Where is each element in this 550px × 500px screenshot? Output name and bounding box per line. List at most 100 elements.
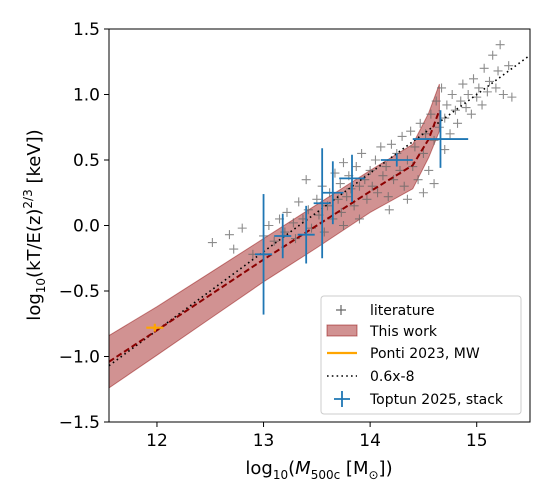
literature-point — [456, 96, 466, 106]
y-tick-label: −0.5 — [59, 282, 100, 302]
literature-point — [386, 139, 396, 149]
legend-label-this-work: This work — [369, 324, 438, 340]
y-tick-label: 1.5 — [73, 20, 100, 40]
y-axis-label: log10(kT/E(z)2/3 [keV]) — [21, 129, 48, 320]
literature-point — [424, 165, 434, 175]
literature-point — [373, 188, 383, 198]
literature-point — [354, 181, 364, 191]
literature-point — [440, 113, 450, 123]
this-work-median — [109, 109, 441, 363]
literature-point — [365, 165, 375, 175]
legend-entry-this-work: This work — [326, 324, 438, 340]
literature-point — [269, 236, 279, 246]
literature-point — [474, 83, 484, 93]
literature-point — [440, 145, 450, 155]
literature-point — [351, 162, 361, 172]
literature-point — [445, 129, 455, 139]
toptun-point — [255, 194, 273, 315]
literature-point — [291, 234, 301, 244]
toptun-point — [339, 154, 365, 202]
literature-point — [357, 148, 367, 158]
toptun-point — [380, 153, 413, 167]
literature-point — [429, 179, 439, 189]
x-tick-label: 12 — [146, 431, 168, 451]
legend-entry-ponti: Ponti 2023, MW — [327, 346, 480, 362]
literature-point — [333, 194, 343, 204]
toptun-stack — [255, 110, 469, 315]
literature-point — [431, 96, 441, 106]
literature-point — [458, 79, 468, 89]
literature-point — [493, 66, 503, 76]
literature-point — [461, 103, 471, 113]
literature-point — [381, 162, 391, 172]
legend-entry-literature: literature — [336, 303, 435, 319]
y-tick-label: −1.0 — [59, 348, 100, 368]
legend-label-relation: 0.6x-8 — [370, 369, 415, 385]
literature-point — [415, 118, 425, 128]
literature-point — [507, 92, 517, 102]
literature-point — [354, 214, 364, 224]
literature-point — [378, 171, 388, 181]
x-tick-label: 13 — [253, 431, 275, 451]
literature-point — [410, 142, 420, 152]
literature-point — [237, 223, 247, 233]
toptun-point — [274, 213, 292, 259]
literature-point — [335, 179, 345, 189]
literature-point — [346, 184, 356, 194]
literature-point — [349, 201, 359, 211]
literature-point — [362, 194, 372, 204]
literature-point — [370, 155, 380, 165]
toptun-point — [412, 110, 469, 168]
literature-point — [399, 181, 409, 191]
literature-point — [498, 90, 508, 99]
literature-point — [207, 238, 217, 248]
literature-point — [453, 118, 463, 128]
literature-point — [495, 40, 505, 50]
literature-point — [434, 122, 444, 132]
x-tick-label: 15 — [466, 431, 488, 451]
literature-point — [437, 83, 447, 93]
y-axis: 1.5 1.0 0.5 0.0 −0.5 −1.0 −1.5 — [59, 20, 109, 433]
literature-point — [484, 76, 494, 86]
y-tick-label: 0.0 — [73, 217, 100, 237]
literature-point — [479, 63, 489, 73]
legend-entry-relation: 0.6x-8 — [327, 369, 415, 385]
ponti-marker — [146, 323, 164, 332]
literature-point — [342, 192, 352, 202]
toptun-point — [313, 148, 331, 259]
literature-point — [442, 100, 452, 110]
literature-point — [264, 221, 274, 230]
literature-point — [338, 158, 348, 168]
literature-point — [376, 142, 386, 152]
y-tick-label: 0.5 — [73, 151, 100, 171]
literature-point — [450, 105, 460, 115]
legend-marker-this-work — [326, 324, 358, 337]
literature-point — [294, 197, 304, 207]
toptun-point — [297, 205, 315, 264]
literature-point — [447, 90, 457, 99]
plot-content — [109, 40, 530, 389]
literature-point — [466, 109, 476, 119]
literature-point — [224, 230, 234, 240]
x-axis-label: log10(M500c [M⊙]) — [245, 458, 392, 482]
literature-point — [383, 192, 393, 202]
legend-marker-literature — [336, 305, 346, 315]
legend-label-ponti: Ponti 2023, MW — [370, 346, 480, 362]
y-tick-label: −1.5 — [59, 413, 100, 433]
literature-point — [384, 205, 394, 215]
literature-point — [426, 109, 436, 119]
x-tick-label: 14 — [359, 431, 381, 451]
literature-point — [397, 131, 407, 141]
literature-point — [312, 194, 322, 204]
literature-point — [469, 74, 479, 84]
literature-point — [482, 87, 492, 97]
literature-point — [429, 135, 439, 145]
ponti-point — [146, 323, 164, 332]
literature-point — [418, 148, 428, 158]
literature-point — [367, 181, 377, 191]
y-tick-label: 1.0 — [73, 86, 100, 106]
literature-point — [229, 244, 239, 254]
legend: literature This work Ponti 2023, MW 0.6x… — [320, 295, 522, 415]
literature-point — [413, 175, 423, 185]
